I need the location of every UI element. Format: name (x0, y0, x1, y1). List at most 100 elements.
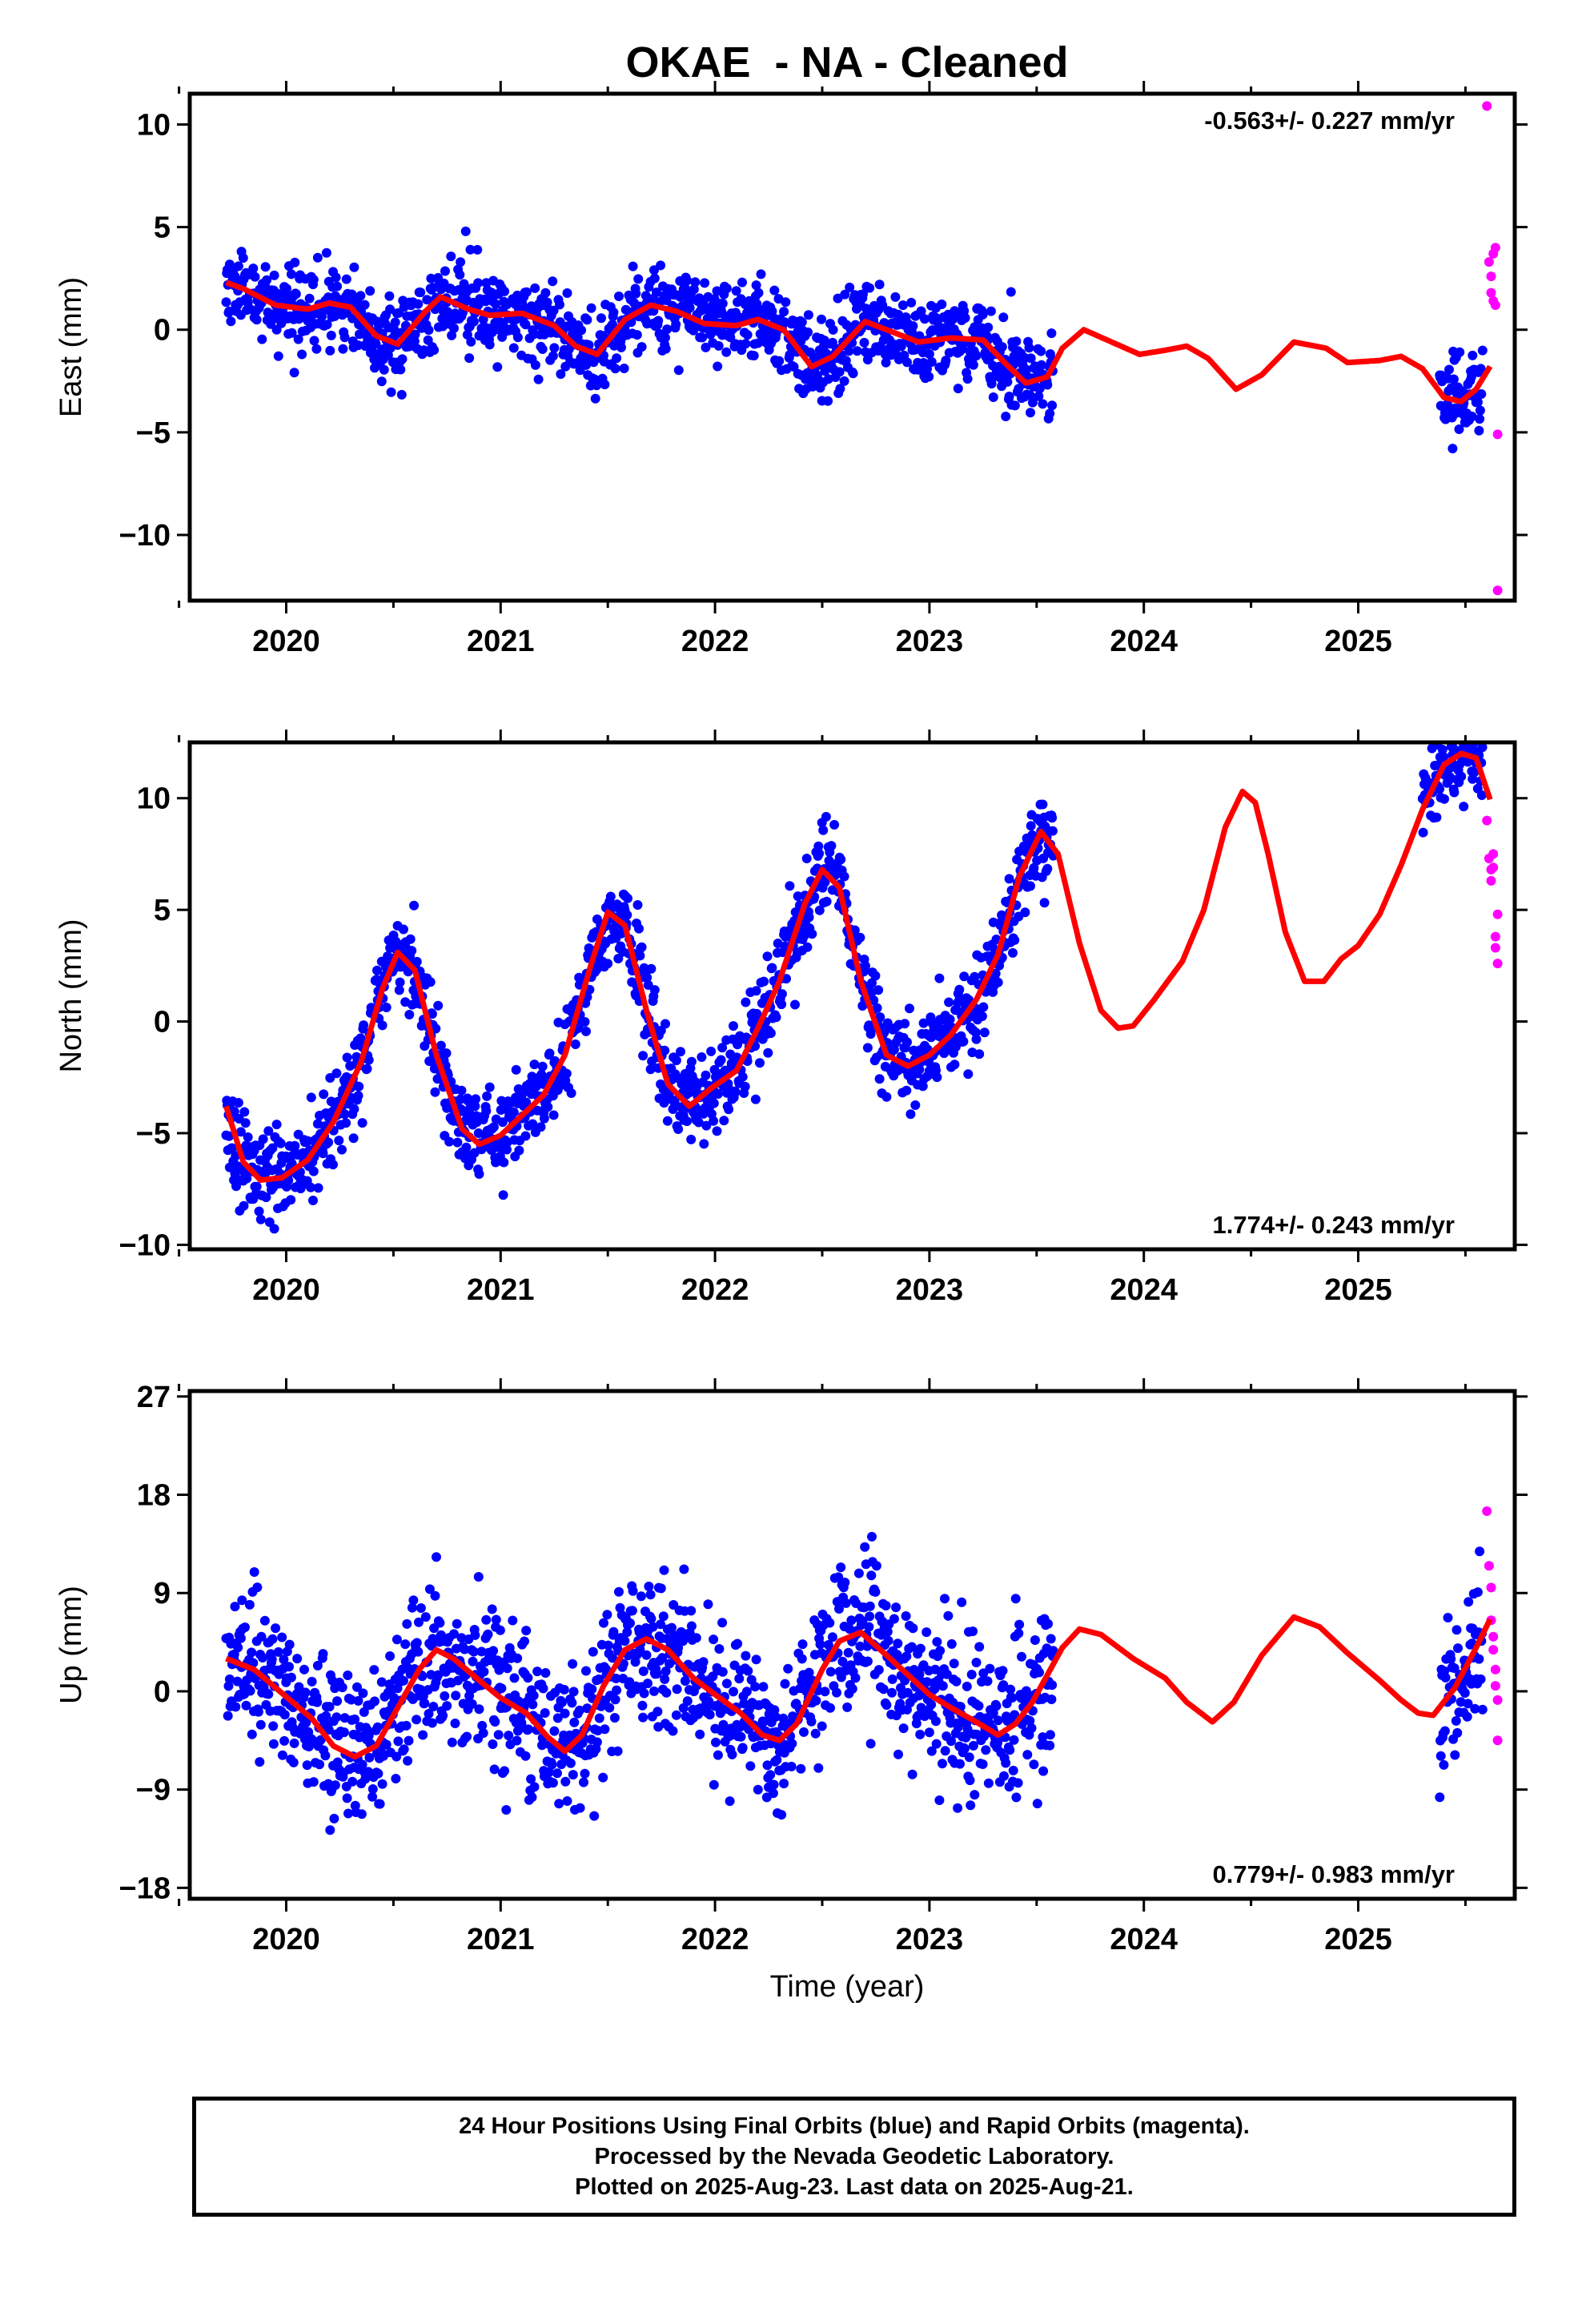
final-orbit-point (1047, 400, 1058, 411)
final-orbit-point (520, 1636, 529, 1647)
final-orbit-point (569, 1717, 580, 1727)
final-orbit-point (279, 1735, 290, 1746)
final-orbit-point (478, 1728, 488, 1739)
final-orbit-point (339, 1727, 349, 1738)
final-orbit-point (608, 308, 619, 318)
final-orbit-point (1466, 714, 1476, 724)
final-orbit-point (656, 1619, 666, 1630)
final-orbit-point (449, 1629, 459, 1639)
final-orbit-point (1460, 1688, 1470, 1698)
final-orbit-point (409, 336, 420, 347)
final-orbit-point (512, 1735, 522, 1746)
final-orbit-point (636, 1591, 646, 1602)
final-orbit-point (709, 1634, 719, 1645)
final-orbit-point (808, 381, 817, 392)
final-orbit-point (1439, 794, 1449, 804)
final-orbit-point (946, 1736, 956, 1747)
final-orbit-point (713, 361, 723, 372)
final-orbit-point (381, 1739, 391, 1750)
final-orbit-point (721, 283, 732, 294)
final-orbit-point (615, 1602, 625, 1613)
final-orbit-point (709, 1098, 719, 1108)
final-orbit-point (1025, 1715, 1035, 1726)
final-orbit-point (473, 1572, 484, 1582)
final-orbit-point (845, 282, 855, 292)
final-orbit-point (949, 1659, 959, 1669)
final-orbit-point (224, 306, 235, 316)
final-orbit-point (412, 956, 422, 967)
final-orbit-point (690, 277, 701, 287)
final-orbit-point (901, 1611, 911, 1621)
final-orbit-point (530, 283, 540, 293)
final-orbit-point (332, 281, 343, 292)
final-orbit-point (1443, 1613, 1453, 1622)
final-orbit-point (589, 1811, 600, 1821)
final-orbit-point (926, 1746, 937, 1756)
final-orbit-point (596, 313, 606, 324)
final-orbit-point (1452, 722, 1461, 731)
final-orbit-point (862, 1043, 873, 1053)
final-orbit-point (729, 1687, 738, 1697)
final-orbit-point (416, 287, 426, 298)
final-orbit-point (610, 364, 620, 374)
final-orbit-point (998, 1680, 1009, 1691)
final-orbit-point (770, 1711, 781, 1722)
x-tick-label: 2025 (1324, 625, 1392, 658)
final-orbit-point (369, 1665, 379, 1675)
final-orbit-point (442, 307, 452, 317)
final-orbit-point (938, 1759, 947, 1769)
final-orbit-point (456, 1085, 467, 1096)
final-orbit-point (227, 1143, 237, 1153)
final-orbit-point (917, 1081, 928, 1092)
final-orbit-point (243, 1132, 253, 1142)
final-orbit-point (966, 1670, 977, 1679)
east-panel: 2020 2021 2022 2023 2024 2025 10 5 0 −5 −10 East (m… (54, 81, 1528, 658)
rapid-orbit-point (1490, 931, 1500, 942)
final-orbit-point (347, 1776, 358, 1787)
final-orbit-point (484, 340, 495, 350)
final-orbit-point (297, 349, 307, 360)
final-orbit-point (779, 1779, 789, 1789)
final-orbit-point (1038, 799, 1048, 810)
final-orbit-point (717, 299, 728, 308)
final-orbit-point (717, 1667, 728, 1677)
final-orbit-point (1447, 444, 1458, 454)
final-orbit-point (308, 275, 319, 285)
final-orbit-point (330, 1780, 340, 1791)
rapid-orbit-point (1482, 815, 1492, 826)
final-orbit-point (620, 1636, 630, 1647)
final-orbit-point (556, 369, 566, 380)
final-orbit-point (627, 1606, 637, 1616)
final-orbit-point (470, 1101, 480, 1112)
final-orbit-point (896, 341, 906, 352)
final-orbit-point (1439, 752, 1449, 762)
final-orbit-point (302, 1760, 312, 1771)
rapid-orbit-point (1490, 1681, 1500, 1691)
final-orbit-point (414, 1617, 424, 1627)
final-orbit-point (291, 289, 301, 300)
final-orbit-point (797, 317, 807, 328)
final-orbit-point (442, 1701, 452, 1711)
final-orbit-point (638, 1666, 648, 1676)
final-orbit-point (890, 292, 901, 302)
final-orbit-point (384, 291, 395, 301)
final-orbit-point (686, 1606, 697, 1616)
final-orbit-point (1045, 1740, 1055, 1751)
final-orbit-point (1048, 1646, 1058, 1656)
final-orbit-point (623, 893, 632, 903)
final-orbit-point (891, 1602, 901, 1613)
final-orbit-point (396, 364, 406, 375)
final-orbit-point (263, 1126, 274, 1136)
final-orbit-point (308, 1777, 319, 1787)
final-orbit-point (942, 1669, 952, 1679)
final-orbit-point (528, 1691, 539, 1701)
final-orbit-point (1038, 1732, 1048, 1743)
final-orbit-point (491, 1614, 501, 1625)
final-orbit-point (799, 1727, 809, 1737)
final-orbit-point (661, 344, 671, 354)
final-orbit-point (1435, 784, 1445, 794)
final-orbit-point (386, 387, 396, 397)
final-orbit-point (993, 977, 1003, 987)
final-orbit-point (867, 1531, 877, 1542)
final-orbit-point (581, 1666, 591, 1676)
